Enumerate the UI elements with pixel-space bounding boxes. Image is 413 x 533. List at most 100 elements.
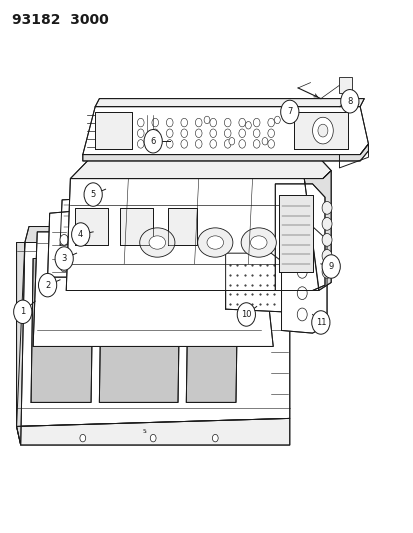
Circle shape [267, 140, 274, 148]
Circle shape [137, 140, 144, 148]
Polygon shape [339, 77, 351, 93]
Circle shape [321, 249, 331, 262]
Circle shape [38, 273, 57, 297]
Circle shape [60, 261, 68, 272]
Circle shape [224, 140, 230, 148]
Ellipse shape [206, 236, 223, 249]
Ellipse shape [240, 228, 275, 257]
Circle shape [321, 265, 331, 278]
Text: 6: 6 [150, 137, 155, 146]
Polygon shape [70, 157, 330, 179]
Circle shape [152, 140, 158, 148]
Circle shape [238, 118, 245, 127]
Circle shape [321, 217, 331, 230]
Polygon shape [33, 232, 273, 346]
Circle shape [71, 223, 90, 246]
Circle shape [55, 247, 73, 270]
Text: 4: 4 [78, 230, 83, 239]
Circle shape [312, 117, 332, 144]
Polygon shape [17, 243, 25, 445]
Polygon shape [167, 208, 196, 245]
Circle shape [180, 118, 187, 127]
Polygon shape [47, 211, 89, 277]
Text: 1: 1 [20, 308, 25, 316]
Polygon shape [120, 208, 153, 245]
Polygon shape [304, 171, 330, 290]
Circle shape [195, 140, 202, 148]
Polygon shape [281, 227, 326, 333]
Polygon shape [25, 227, 289, 243]
Polygon shape [17, 243, 289, 426]
Polygon shape [275, 184, 324, 290]
Circle shape [14, 300, 32, 324]
Circle shape [180, 129, 187, 138]
Circle shape [224, 129, 230, 138]
Polygon shape [31, 259, 93, 402]
Circle shape [224, 118, 230, 127]
Circle shape [267, 129, 274, 138]
Polygon shape [17, 418, 289, 445]
Circle shape [321, 233, 331, 246]
Polygon shape [83, 144, 368, 161]
Circle shape [150, 434, 156, 442]
Circle shape [152, 129, 158, 138]
Circle shape [297, 265, 306, 278]
Polygon shape [225, 253, 281, 312]
Polygon shape [74, 208, 107, 245]
Circle shape [245, 122, 251, 129]
Circle shape [321, 201, 331, 214]
Circle shape [253, 140, 259, 148]
Circle shape [166, 129, 173, 138]
Text: 5: 5 [90, 190, 95, 199]
Circle shape [152, 118, 158, 127]
Circle shape [84, 183, 102, 206]
Circle shape [267, 118, 274, 127]
Text: 5ᵢ: 5ᵢ [142, 429, 147, 434]
Text: 7: 7 [287, 108, 292, 116]
Circle shape [195, 118, 202, 127]
Circle shape [280, 100, 298, 124]
Circle shape [144, 130, 162, 153]
Ellipse shape [140, 228, 175, 257]
Text: 8: 8 [347, 97, 351, 106]
Circle shape [261, 138, 267, 145]
Text: 93182  3000: 93182 3000 [12, 13, 109, 27]
Polygon shape [95, 99, 363, 107]
Circle shape [297, 308, 306, 321]
Circle shape [180, 140, 187, 148]
Text: 10: 10 [240, 310, 251, 319]
Circle shape [137, 118, 144, 127]
Circle shape [209, 140, 216, 148]
Circle shape [317, 124, 327, 137]
Circle shape [209, 118, 216, 127]
Circle shape [204, 116, 209, 124]
Circle shape [237, 303, 255, 326]
Circle shape [80, 434, 85, 442]
Polygon shape [99, 259, 180, 402]
Polygon shape [293, 112, 347, 149]
Circle shape [321, 255, 339, 278]
Text: 3: 3 [62, 254, 66, 263]
Polygon shape [346, 93, 349, 100]
Circle shape [253, 118, 259, 127]
Text: 9: 9 [328, 262, 333, 271]
Circle shape [311, 311, 329, 334]
Ellipse shape [250, 236, 266, 249]
Ellipse shape [149, 236, 165, 249]
Ellipse shape [197, 228, 232, 257]
Polygon shape [95, 112, 132, 149]
Circle shape [195, 129, 202, 138]
Circle shape [166, 118, 173, 127]
Text: 2: 2 [45, 281, 50, 289]
Circle shape [238, 129, 245, 138]
Circle shape [297, 249, 306, 262]
Circle shape [212, 434, 218, 442]
Circle shape [340, 90, 358, 113]
Circle shape [274, 116, 280, 124]
Circle shape [209, 129, 216, 138]
Polygon shape [279, 195, 312, 272]
Circle shape [297, 287, 306, 300]
Circle shape [238, 140, 245, 148]
Polygon shape [66, 179, 318, 290]
Polygon shape [60, 197, 120, 245]
